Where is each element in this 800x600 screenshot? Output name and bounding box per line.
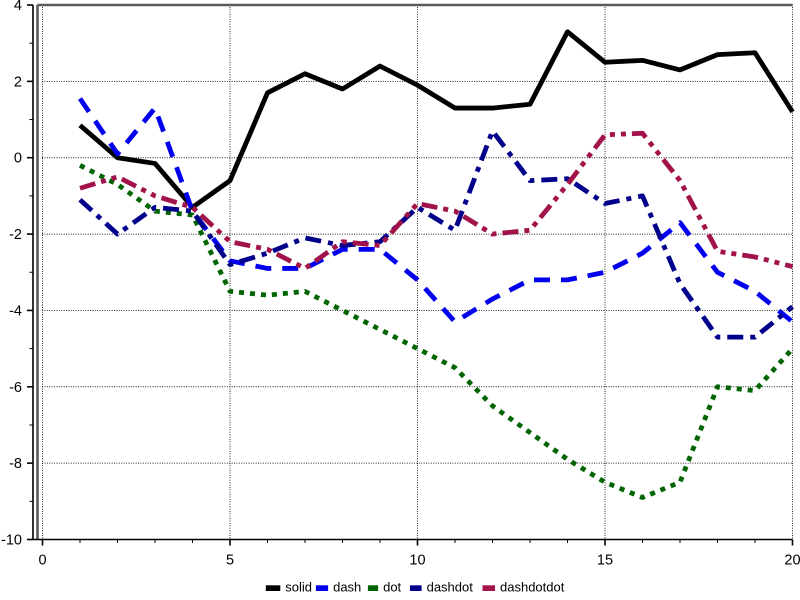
svg-text:10: 10 (409, 553, 425, 569)
svg-text:dot: dot (383, 580, 401, 595)
svg-text:-4: -4 (9, 303, 22, 319)
svg-text:0: 0 (14, 151, 22, 167)
svg-text:0: 0 (38, 553, 46, 569)
svg-text:dashdot: dashdot (427, 580, 474, 595)
svg-text:dash: dash (333, 580, 361, 595)
svg-text:15: 15 (597, 553, 613, 569)
svg-text:-2: -2 (9, 227, 22, 243)
svg-text:-8: -8 (9, 456, 22, 472)
svg-text:-10: -10 (1, 533, 22, 549)
svg-text:-6: -6 (9, 380, 22, 396)
svg-text:20: 20 (784, 553, 800, 569)
svg-text:2: 2 (14, 74, 22, 90)
svg-text:4: 4 (14, 0, 22, 14)
svg-text:solid: solid (285, 580, 312, 595)
svg-text:dashdotdot: dashdotdot (500, 580, 565, 595)
svg-text:5: 5 (226, 553, 234, 569)
